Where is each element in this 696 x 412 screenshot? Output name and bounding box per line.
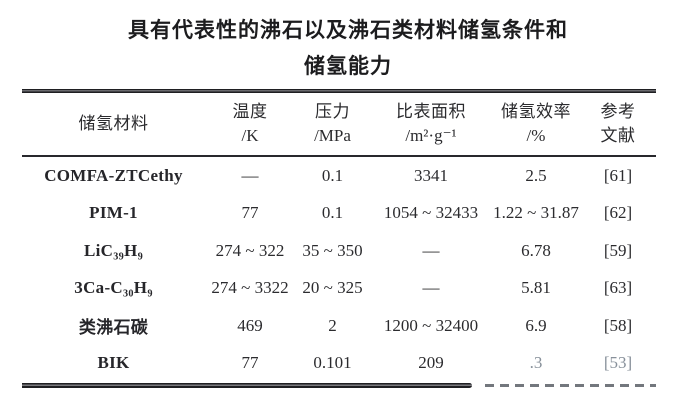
header-reference: 参考 文献 (600, 102, 636, 145)
cell-material: PIM-1 (89, 203, 138, 223)
cell-pressure: 0.101 (313, 353, 352, 373)
cell-surface-area: 209 (418, 353, 444, 373)
cell-temperature: 274 ~ 322 (215, 240, 285, 260)
cell-reference: [63] (603, 278, 633, 298)
cell-material: 类沸石碳 (78, 318, 149, 338)
cell-surface-area: — (422, 240, 440, 260)
table-row: 类沸石碳 469 2 1200 ~ 32400 6.9 [58] (22, 307, 656, 345)
cell-efficiency: .3 (529, 353, 543, 373)
cell-reference: [61] (603, 165, 633, 185)
header-temperature: 温度 /K (232, 102, 268, 145)
table-row: 3Ca-C₃₀H₉ 274 ~ 3322 20 ~ 325 — 5.81 [63… (22, 270, 656, 308)
cell-temperature: 77 (241, 203, 259, 223)
cell-pressure: 0.1 (321, 203, 344, 223)
table-title: 具有代表性的沸石以及沸石类材料储氢条件和 储氢能力 (0, 0, 696, 85)
cell-material: BIK (97, 353, 130, 373)
cell-efficiency: 1.22 ~ 31.87 (493, 203, 579, 223)
cell-pressure: 35 ~ 350 (302, 240, 363, 260)
table-row: PIM-1 77 0.1 1054 ~ 32433 1.22 ~ 31.87 [… (22, 195, 656, 233)
table-row: LiC₃₉H₉ 274 ~ 322 35 ~ 350 — 6.78 [59] (22, 232, 656, 270)
cell-efficiency: 6.78 (521, 240, 551, 260)
cell-pressure: 20 ~ 325 (302, 278, 363, 298)
header-pressure: 压力 /MPa (314, 102, 351, 145)
bottom-rule-broken-segment (484, 384, 656, 387)
cell-efficiency: 6.9 (525, 315, 547, 335)
header-surface-area: 比表面积 /m²·g⁻¹ (396, 102, 466, 145)
cell-surface-area: 1054 ~ 32433 (383, 203, 479, 223)
hydrogen-storage-table: 储氢材料 温度 /K 压力 /MPa 比表面积 /m²·g⁻¹ 储氢效率 /% … (22, 89, 656, 388)
table-body: COMFA-ZTCethy — 0.1 3341 2.5 [61] PIM-1 … (22, 157, 656, 382)
cell-surface-area: 3341 (414, 165, 448, 185)
cell-efficiency: 2.5 (525, 165, 547, 185)
cell-material: COMFA-ZTCethy (44, 165, 183, 185)
cell-surface-area: 1200 ~ 32400 (383, 315, 479, 335)
table-top-rule (22, 89, 656, 93)
cell-surface-area: — (422, 278, 440, 298)
cell-temperature: 77 (241, 353, 259, 373)
cell-efficiency: 5.81 (521, 278, 551, 298)
cell-temperature: 274 ~ 3322 (211, 278, 289, 298)
table-title-line1: 具有代表性的沸石以及沸石类材料储氢条件和 (128, 19, 568, 42)
table-bottom-rule (22, 383, 656, 388)
cell-pressure: 0.1 (321, 165, 344, 185)
cell-temperature: — (241, 165, 259, 185)
table-row: COMFA-ZTCethy — 0.1 3341 2.5 [61] (22, 157, 656, 195)
table-header-row: 储氢材料 温度 /K 压力 /MPa 比表面积 /m²·g⁻¹ 储氢效率 /% … (22, 93, 656, 157)
cell-material: 3Ca-C₃₀H₉ (74, 278, 153, 298)
table-row: BIK 77 0.101 209 .3 [53] (22, 345, 656, 383)
table-title-line2: 储氢能力 (304, 55, 392, 78)
header-efficiency: 储氢效率 /% (501, 102, 571, 145)
bottom-rule-solid-segment (22, 383, 473, 388)
cell-pressure: 2 (328, 315, 337, 335)
header-material: 储氢材料 (78, 114, 149, 133)
cell-reference: [53] (603, 353, 633, 373)
cell-reference: [58] (603, 315, 633, 335)
cell-reference: [62] (603, 203, 633, 223)
cell-temperature: 469 (237, 315, 263, 335)
cell-reference: [59] (603, 240, 633, 260)
cell-material: LiC₃₉H₉ (84, 240, 143, 260)
